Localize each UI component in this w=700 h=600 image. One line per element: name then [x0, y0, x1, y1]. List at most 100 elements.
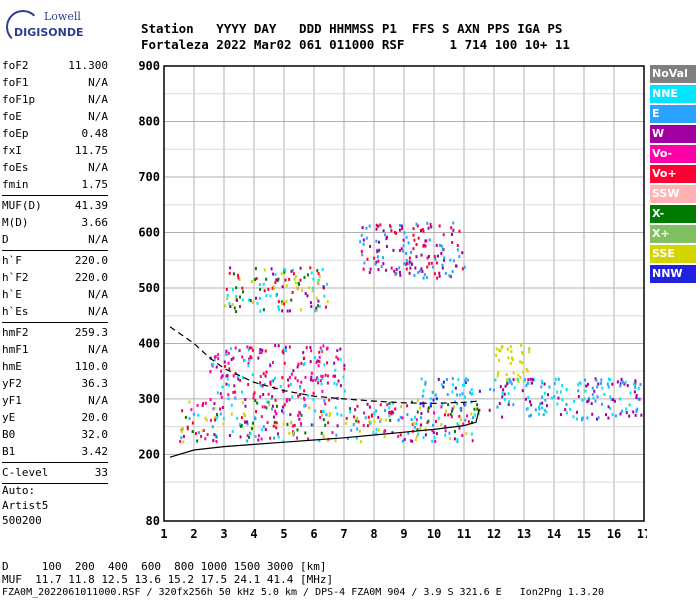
echo-point: [201, 403, 204, 407]
echo-point: [406, 404, 409, 408]
echo-point: [282, 411, 285, 415]
echo-point: [324, 402, 327, 406]
echo-point: [557, 377, 560, 381]
echo-point: [309, 360, 312, 364]
echo-point: [362, 267, 365, 271]
echo-point: [310, 271, 313, 275]
echo-point: [206, 432, 209, 436]
echo-point: [421, 394, 424, 398]
trace-curve-solid: [169, 409, 480, 458]
echo-point: [461, 267, 464, 271]
param-row: yE 20.0: [2, 409, 108, 426]
echo-point: [317, 280, 320, 284]
y-tick-label: 80: [146, 514, 160, 528]
echo-point: [458, 255, 461, 259]
echo-point: [310, 349, 313, 353]
echo-point: [299, 308, 302, 312]
echo-point: [238, 348, 241, 352]
echo-point: [359, 240, 362, 244]
echo-point: [213, 402, 216, 406]
echo-point: [286, 309, 289, 313]
echo-point: [290, 298, 293, 302]
echo-point: [528, 347, 531, 351]
echo-point: [213, 433, 216, 437]
echo-point: [471, 416, 474, 420]
echo-point: [204, 437, 207, 441]
echo-point: [260, 415, 263, 419]
echo-point: [456, 438, 459, 442]
echo-point: [464, 381, 467, 385]
echo-point: [508, 378, 511, 382]
echo-point: [331, 431, 334, 435]
echo-point: [328, 414, 331, 418]
echo-point: [478, 389, 481, 393]
echo-point: [448, 431, 451, 435]
echo-point: [616, 380, 619, 384]
echo-point: [417, 271, 420, 275]
echo-point: [273, 286, 276, 290]
echo-point: [392, 248, 395, 252]
echo-point: [311, 423, 314, 427]
echo-point: [237, 377, 240, 381]
param-row: C-level 33: [2, 464, 108, 481]
echo-point: [507, 356, 510, 360]
param-row: h`F 220.0: [2, 252, 108, 269]
echo-point: [507, 400, 510, 404]
echo-point: [276, 432, 279, 436]
echo-point: [343, 367, 346, 371]
echo-point: [378, 248, 381, 252]
echo-point: [446, 393, 449, 397]
file-info-row: FZA0M_2022061011000.RSF / 320fx256h 50 k…: [2, 587, 605, 598]
echo-point: [322, 410, 325, 414]
echo-point: [624, 380, 627, 384]
echo-point: [191, 430, 194, 434]
echo-point: [434, 393, 437, 397]
echo-point: [209, 397, 212, 401]
echo-point: [449, 412, 452, 416]
echo-point: [388, 406, 391, 410]
echo-point: [285, 299, 288, 303]
echo-point: [259, 287, 262, 291]
echo-point: [220, 369, 223, 373]
echo-point: [299, 393, 302, 397]
echo-point: [321, 377, 324, 381]
echo-point: [603, 392, 606, 396]
param-divider: [2, 483, 108, 484]
echo-point: [565, 402, 568, 406]
echo-point: [427, 409, 430, 413]
echo-point: [639, 382, 642, 386]
echo-point: [596, 385, 599, 389]
echo-point: [264, 428, 267, 432]
echo-point: [257, 356, 260, 360]
echo-point: [541, 401, 544, 405]
echo-point: [309, 346, 312, 350]
echo-point: [432, 398, 435, 402]
echo-point: [559, 390, 562, 394]
echo-point: [229, 305, 232, 309]
header-labels: Station YYYY DAY DDD HHMMSS P1 FFS S AXN…: [141, 21, 563, 36]
echo-point: [427, 419, 430, 423]
echo-point: [300, 423, 303, 427]
echo-point: [219, 412, 222, 416]
echo-point: [402, 244, 405, 248]
echo-point: [192, 412, 195, 416]
x-tick-label: 6: [310, 527, 317, 541]
echo-point: [383, 435, 386, 439]
echo-point: [231, 303, 234, 307]
echo-point: [435, 397, 438, 401]
echo-point: [385, 235, 388, 239]
param-label: MUF(D): [2, 199, 42, 212]
echo-point: [623, 382, 626, 386]
echo-point: [383, 430, 386, 434]
echo-point: [587, 399, 590, 403]
echo-point: [247, 435, 250, 439]
echo-point: [459, 407, 462, 411]
echo-point: [377, 240, 380, 244]
echo-point: [320, 382, 323, 386]
echo-point: [182, 434, 185, 438]
echo-point: [470, 412, 473, 416]
echo-point: [411, 262, 414, 266]
echo-point: [267, 287, 270, 291]
echo-point: [270, 407, 273, 411]
echo-point: [324, 373, 327, 377]
